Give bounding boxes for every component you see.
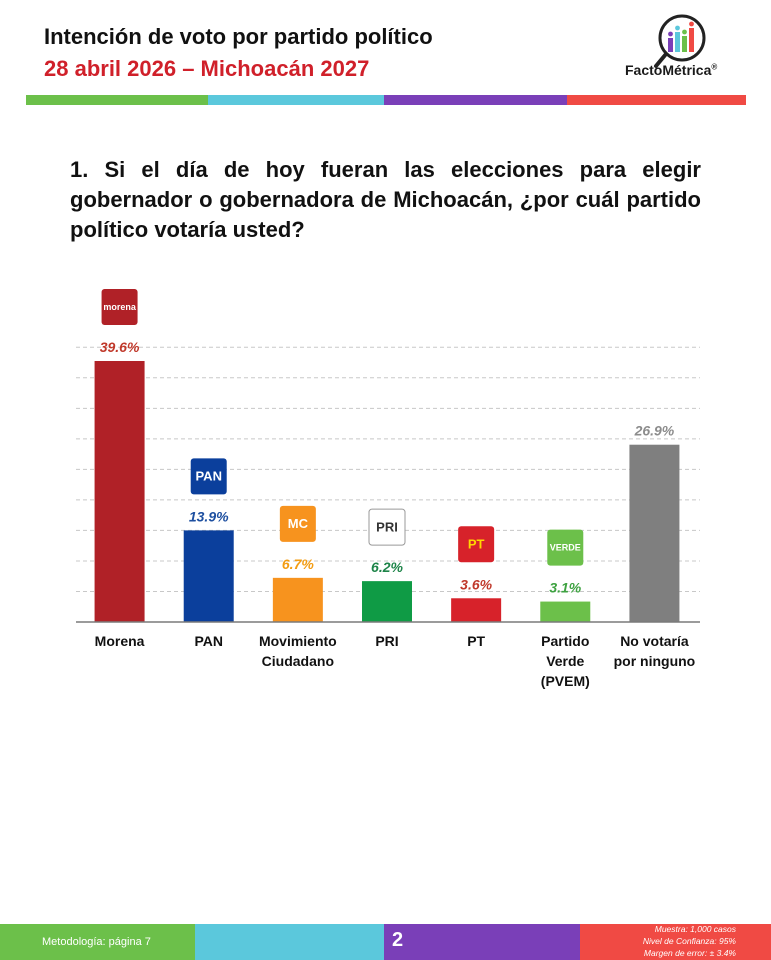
vote-intention-bar-chart: 39.6% morena Morena 13.9% PAN PAN 6.7% MC Movimi… bbox=[76, 289, 700, 689]
report-subtitle: 28 abril 2026 – Michoacán 2027 bbox=[44, 56, 370, 81]
party-logo-text: MC bbox=[288, 516, 309, 531]
tick-label: Morena bbox=[95, 633, 145, 649]
bar bbox=[94, 361, 145, 622]
stripe-green bbox=[26, 95, 208, 105]
footer-purple bbox=[384, 924, 580, 960]
bar bbox=[272, 577, 323, 622]
factometrica-logo-icon bbox=[654, 14, 706, 68]
party-logo-icon bbox=[190, 458, 227, 495]
tick-label: No votaría bbox=[620, 633, 689, 649]
stripe-red bbox=[567, 95, 746, 105]
tick-label: PT bbox=[467, 633, 485, 649]
party-logo-text: PT bbox=[468, 537, 485, 552]
stripe-purple bbox=[384, 95, 567, 105]
tick-label: por ninguno bbox=[614, 653, 696, 669]
data-label: 3.6% bbox=[460, 576, 492, 592]
data-label: 26.9% bbox=[634, 423, 675, 439]
bar bbox=[540, 601, 591, 622]
survey-metadata: Muestra: 1,000 casos Nivel de Confianza:… bbox=[600, 923, 736, 959]
party-logo-icon bbox=[547, 529, 584, 566]
data-label: 6.2% bbox=[371, 559, 403, 575]
data-label: 3.1% bbox=[549, 580, 581, 596]
tick-label: (PVEM) bbox=[541, 673, 590, 689]
data-label: 39.6% bbox=[100, 339, 140, 355]
party-logo-text: PRI bbox=[376, 519, 398, 534]
brand-name: FactoMétrica® bbox=[625, 62, 718, 78]
data-label: 13.9% bbox=[189, 508, 229, 524]
methodology-note: Metodología: página 7 bbox=[42, 936, 151, 948]
party-logo-icon bbox=[458, 526, 495, 563]
stripe-cyan bbox=[208, 95, 384, 105]
confidence-level: Nivel de Confianza: 95% bbox=[642, 936, 736, 946]
tick-label: PRI bbox=[375, 633, 398, 649]
bar bbox=[451, 598, 502, 622]
party-logo-icon bbox=[101, 289, 138, 325]
party-logo-text: VERDE bbox=[550, 543, 581, 553]
tick-label: Ciudadano bbox=[262, 653, 334, 669]
party-logo-text: PAN bbox=[195, 469, 221, 484]
data-label: 6.7% bbox=[282, 556, 314, 572]
tick-label: Verde bbox=[546, 653, 584, 669]
tick-label: Partido bbox=[541, 633, 589, 649]
footer-red bbox=[580, 924, 771, 960]
bar bbox=[629, 444, 680, 622]
report-title: Intención de voto por partido político bbox=[44, 24, 433, 49]
party-logo-text: morena bbox=[103, 302, 137, 312]
sample-size: Muestra: 1,000 casos bbox=[654, 924, 736, 934]
survey-question: 1. Si el día de hoy fueran las eleccione… bbox=[70, 157, 701, 242]
footer-green bbox=[0, 924, 195, 960]
party-logo-icon bbox=[368, 508, 406, 546]
party-logo-icon bbox=[279, 505, 316, 542]
error-margin: Margen de error: ± 3.4% bbox=[643, 948, 736, 958]
bar bbox=[183, 530, 234, 622]
page-number: 2 bbox=[392, 929, 404, 951]
tick-label: PAN bbox=[194, 633, 223, 649]
bar bbox=[362, 581, 412, 622]
tick-label: Movimiento bbox=[259, 633, 337, 649]
footer-cyan bbox=[195, 924, 384, 960]
